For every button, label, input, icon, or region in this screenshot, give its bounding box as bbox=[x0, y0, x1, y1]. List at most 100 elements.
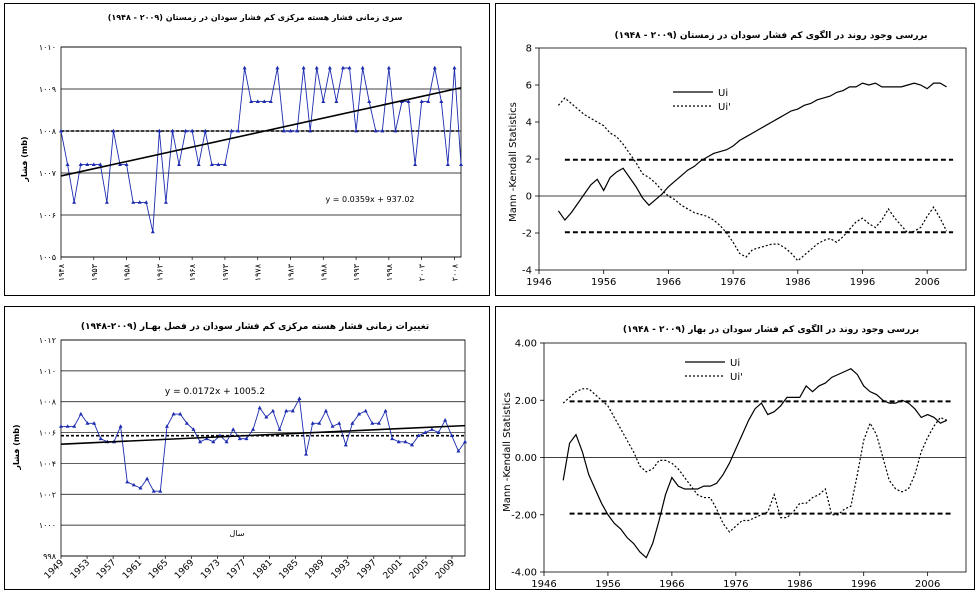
chart-title: تغییرات زمانی فشار هسته مرکزی کم فشار سو… bbox=[81, 322, 429, 332]
y-axis-label: Mann -Kendall Statistics bbox=[502, 392, 513, 512]
x-tick-label: 1993 bbox=[330, 558, 353, 581]
series-point bbox=[244, 436, 249, 441]
series-point bbox=[367, 99, 372, 103]
series-line bbox=[60, 67, 462, 232]
series-point bbox=[183, 128, 188, 133]
series-point bbox=[347, 65, 352, 70]
series-point bbox=[242, 65, 247, 70]
x-tick-label: ۱۹۶۸ bbox=[188, 263, 197, 281]
series-point bbox=[386, 65, 391, 70]
series-point bbox=[59, 424, 63, 428]
series-point bbox=[222, 162, 227, 166]
x-tick-label: ۲۰۰۸ bbox=[450, 263, 459, 281]
x-tick-label: ۱۹۶۳ bbox=[155, 263, 164, 281]
series-point bbox=[178, 411, 183, 416]
series-point bbox=[373, 128, 378, 133]
series-point bbox=[317, 421, 322, 425]
series-point bbox=[432, 65, 437, 70]
legend-label: Ui bbox=[730, 358, 740, 369]
y-tick-label: ۱۰۰۸ bbox=[39, 398, 57, 407]
series-point bbox=[171, 411, 176, 416]
series-point bbox=[327, 65, 332, 70]
y-tick-label: -2.00 bbox=[511, 510, 537, 521]
series-point bbox=[137, 200, 142, 204]
x-tick-label: 1966 bbox=[659, 579, 684, 589]
series-point bbox=[445, 162, 450, 166]
x-tick-label: 1986 bbox=[785, 277, 810, 288]
x-tick-label: 2001 bbox=[382, 558, 405, 581]
legend-label: Ui' bbox=[730, 372, 743, 383]
series-point bbox=[275, 65, 280, 70]
series-point bbox=[236, 128, 241, 133]
ui-line bbox=[557, 82, 947, 222]
y-tick-label: 2 bbox=[526, 155, 532, 166]
series-point bbox=[78, 162, 83, 166]
series-point bbox=[390, 436, 395, 441]
series-point bbox=[297, 396, 302, 401]
series-point bbox=[264, 414, 269, 419]
x-tick-label: 1949 bbox=[43, 558, 66, 581]
y-tick-label: -4 bbox=[522, 266, 532, 277]
series-point bbox=[277, 427, 282, 431]
winter-series-chart: سری زمانی فشار هسته مرکزی کم فشار سودان … bbox=[20, 13, 463, 281]
series-point bbox=[237, 436, 242, 441]
series-point bbox=[314, 65, 319, 70]
series-point bbox=[270, 408, 275, 413]
series-point bbox=[118, 162, 123, 166]
series-point bbox=[249, 99, 254, 103]
series-point bbox=[151, 489, 156, 493]
x-tick-label: 1985 bbox=[277, 558, 300, 581]
series-point bbox=[360, 65, 365, 70]
x-tick-label: 1946 bbox=[531, 579, 556, 589]
x-tick-label: 1969 bbox=[173, 558, 196, 581]
series-point bbox=[164, 424, 169, 428]
series-point bbox=[410, 442, 415, 447]
series-point bbox=[463, 439, 467, 444]
series-point bbox=[144, 200, 149, 204]
series-point bbox=[301, 65, 306, 70]
series-point bbox=[304, 451, 309, 456]
series-point bbox=[124, 162, 129, 166]
ui-line bbox=[562, 368, 948, 559]
series-point bbox=[426, 99, 431, 103]
series-point bbox=[163, 200, 168, 204]
legend-label: Ui' bbox=[718, 102, 731, 113]
series-point bbox=[72, 424, 77, 428]
y-tick-label: ۱۰۱۲ bbox=[39, 336, 56, 345]
series-point bbox=[290, 408, 295, 413]
x-tick-label: 1996 bbox=[850, 277, 875, 288]
series-point bbox=[354, 128, 359, 133]
series-point bbox=[284, 408, 289, 413]
series-point bbox=[439, 99, 444, 103]
series-point bbox=[118, 424, 123, 428]
y-axis-label: Mann -Kendall Statistics bbox=[508, 102, 519, 222]
spring-series-panel: تغییرات زمانی فشار هسته مرکزی کم فشار سو… bbox=[4, 306, 490, 590]
y-tick-label: ۱۰۰۶ bbox=[39, 429, 56, 438]
y-axis-label: فشار (mb) bbox=[20, 136, 29, 182]
series-point bbox=[321, 99, 326, 103]
series-point bbox=[323, 408, 328, 413]
series-point bbox=[229, 128, 234, 133]
winter-mk-chart: بررسی وجود روند در الگوی کم فشار سودان د… bbox=[508, 29, 967, 288]
x-tick-label: 1981 bbox=[251, 558, 274, 581]
x-tick-label: ۱۹۵۸ bbox=[123, 263, 132, 281]
x-tick-label: 1996 bbox=[851, 579, 876, 589]
ui-prime-line bbox=[562, 388, 948, 533]
x-tick-label: 1956 bbox=[595, 579, 620, 589]
y-tick-label: 6 bbox=[526, 81, 532, 92]
series-point bbox=[452, 65, 457, 70]
series-point bbox=[370, 421, 375, 425]
x-tick-label: 1986 bbox=[787, 579, 812, 589]
series-point bbox=[357, 411, 362, 416]
x-tick-label: 1961 bbox=[121, 558, 144, 581]
x-tick-label: 1953 bbox=[69, 558, 92, 581]
series-point bbox=[337, 421, 342, 425]
series-point bbox=[131, 200, 136, 204]
x-tick-label: 1997 bbox=[356, 558, 379, 581]
series-point bbox=[380, 128, 385, 133]
series-point bbox=[216, 162, 221, 166]
series-point bbox=[310, 421, 315, 425]
series-point bbox=[85, 162, 90, 166]
series-point bbox=[191, 427, 196, 431]
series-point bbox=[72, 200, 77, 204]
